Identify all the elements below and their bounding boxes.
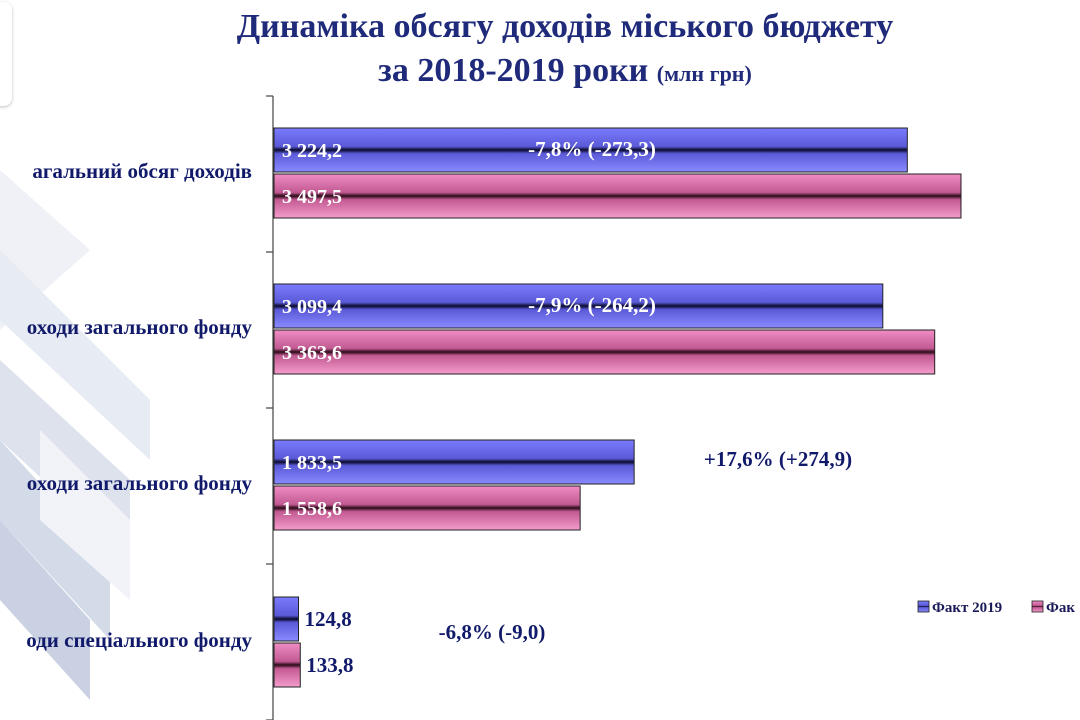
bar-fakt-2018 bbox=[273, 485, 581, 531]
legend-label: Факт 2019 bbox=[932, 600, 1002, 616]
legend-label: Фак bbox=[1046, 600, 1075, 616]
bar-fakt-2019 bbox=[273, 127, 908, 173]
bar-value-label: 3 363,6 bbox=[282, 342, 342, 364]
bar-value-label: 3 224,2 bbox=[282, 140, 342, 162]
bar-fakt-2019 bbox=[273, 283, 884, 329]
legend-swatch bbox=[1031, 600, 1044, 613]
chart-title: Динаміка обсягу доходів міського бюджету bbox=[236, 8, 894, 45]
bar-fakt-2018 bbox=[273, 329, 936, 375]
category-label: оходи загального фонду bbox=[27, 471, 253, 495]
bar-fakt-2019 bbox=[273, 439, 635, 485]
bar-fakt-2019 bbox=[273, 596, 300, 642]
bar-value-label: 3 099,4 bbox=[282, 296, 342, 318]
bar-value-label: 124,8 bbox=[305, 607, 352, 631]
chart-subtitle-years: за 2018-2019 роки bbox=[378, 52, 649, 89]
category-label: оходи загального фонду bbox=[27, 315, 253, 339]
chart-subtitle: за 2018-2019 роки (млн грн) bbox=[100, 52, 1030, 90]
change-annotation: -7,9% (-264,2) bbox=[528, 293, 656, 317]
legend-swatch bbox=[917, 600, 930, 613]
change-annotation: -7,8% (-273,3) bbox=[528, 137, 656, 161]
change-annotation: -6,8% (-9,0) bbox=[439, 620, 546, 644]
category-label: агальний обсяг доходів bbox=[32, 159, 252, 183]
bar-fakt-2018 bbox=[273, 642, 301, 688]
bar-value-label: 133,8 bbox=[306, 653, 353, 677]
bar-value-label: 1 558,6 bbox=[282, 498, 342, 520]
bar-value-label: 3 497,5 bbox=[282, 186, 342, 208]
bar-fakt-2018 bbox=[273, 173, 962, 219]
category-label: оди спеціального фонду bbox=[26, 628, 252, 652]
change-annotation: +17,6% (+274,9) bbox=[704, 447, 852, 471]
chart-unit: (млн грн) bbox=[656, 61, 752, 86]
logo-tab bbox=[0, 2, 12, 106]
bar-value-label: 1 833,5 bbox=[282, 452, 342, 474]
